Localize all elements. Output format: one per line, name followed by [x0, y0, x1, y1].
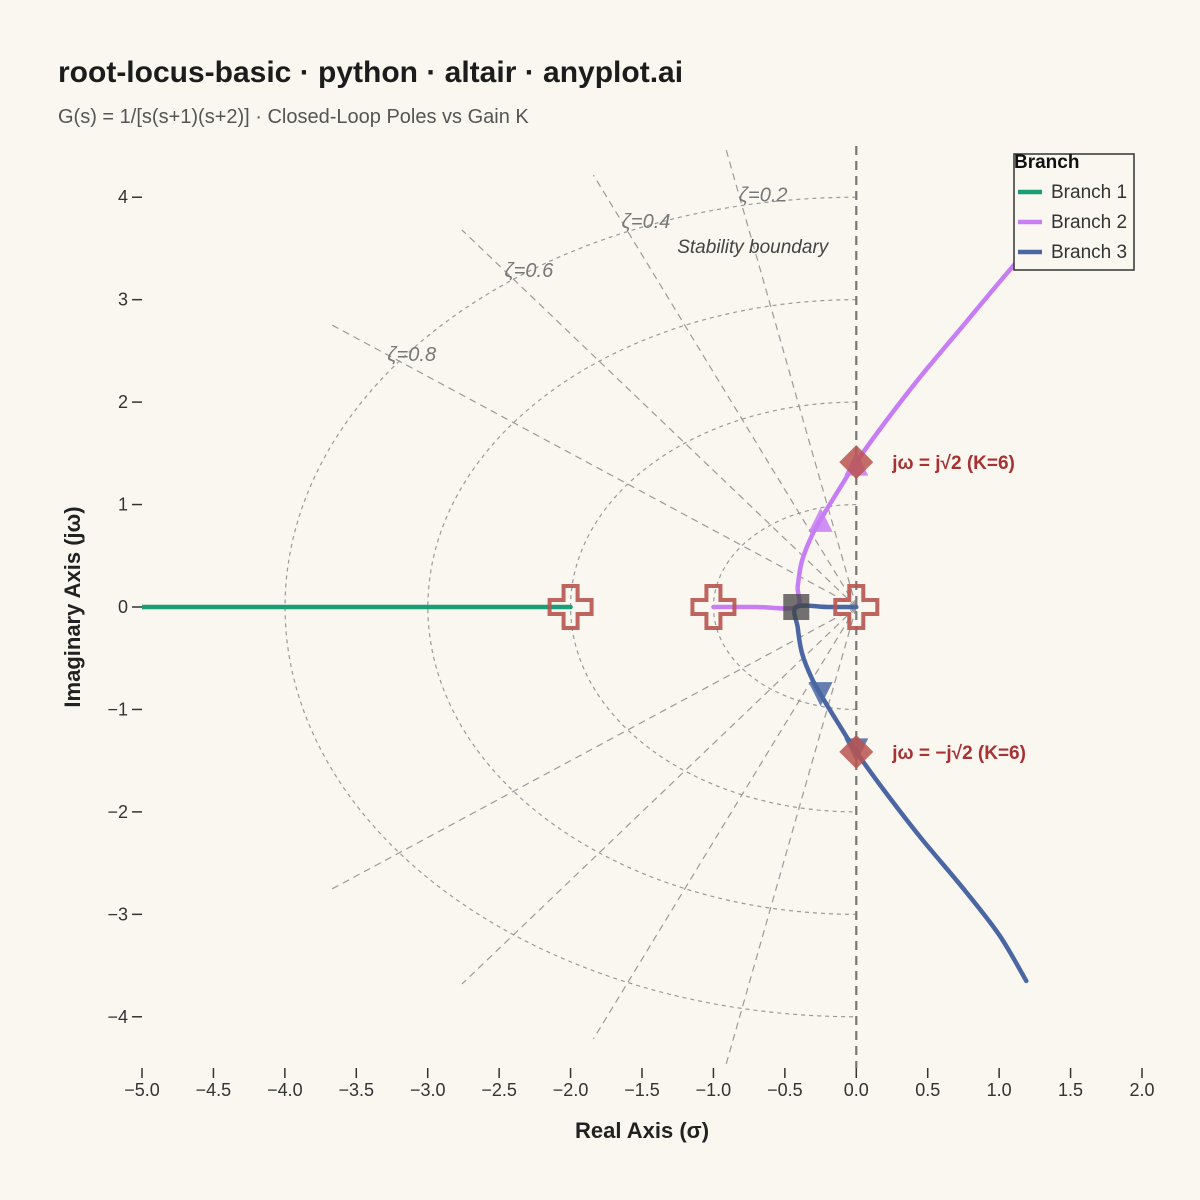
y-tick-label: 3 — [118, 290, 128, 310]
x-tick-label: −2.0 — [553, 1080, 589, 1100]
x-tick-label: −2.5 — [481, 1080, 517, 1100]
crossing-label: jω = j√2 (K=6) — [891, 453, 1015, 474]
x-tick-label: −0.5 — [767, 1080, 803, 1100]
y-tick-label: 4 — [118, 187, 128, 207]
x-tick-label: −4.0 — [267, 1080, 303, 1100]
boundary-layer: Stability boundary — [677, 146, 858, 1068]
y-tick-label: 2 — [118, 392, 128, 412]
damping-label: ζ=0.6 — [504, 260, 554, 282]
legend-title: Branch — [1014, 152, 1079, 173]
crossing-marker — [839, 734, 874, 769]
x-tick-label: −3.5 — [339, 1080, 375, 1100]
legend-label-2: Branch 2 — [1051, 212, 1127, 233]
wn-circle-3 — [427, 299, 857, 915]
damping-label: ζ=0.4 — [622, 211, 671, 233]
damping-line-0.6-upper — [461, 229, 857, 608]
chart-subtitle: G(s) = 1/[s(s+1)(s+2)] · Closed-Loop Pol… — [58, 106, 529, 128]
y-tick-label: −2 — [107, 802, 128, 822]
x-tick-label: 0.5 — [915, 1080, 940, 1100]
x-tick-label: 0.0 — [844, 1080, 869, 1100]
axes-layer: −5.0 −4.5 −4.0 −3.5 −3.0 −2.5 −2.0 −1.5 −1.0 −0.5… — [60, 187, 1155, 1143]
y-tick-label: −3 — [107, 904, 128, 924]
crossing-label: jω = −j√2 (K=6) — [891, 743, 1026, 764]
x-tick-label: −3.0 — [410, 1080, 446, 1100]
x-tick-label: −5.0 — [124, 1080, 160, 1100]
direction-marker — [808, 507, 833, 532]
y-tick-label: 0 — [118, 597, 128, 617]
wn-circle-4 — [284, 196, 857, 1018]
damping-line-0.6-lower — [461, 606, 857, 985]
x-tick-label: −1.0 — [696, 1080, 732, 1100]
damping-label: ζ=0.8 — [387, 344, 436, 366]
branch-3-line — [792, 603, 1029, 984]
x-tick-label: 2.0 — [1129, 1080, 1154, 1100]
marker-layer: jω = j√2 (K=6) jω = −j√2 (K=6) — [547, 445, 1026, 769]
open-loop-pole-marker — [833, 584, 880, 630]
open-loop-pole-marker — [547, 584, 594, 630]
y-tick-label: −1 — [107, 699, 128, 719]
x-tick-label: −1.5 — [624, 1080, 660, 1100]
y-axis-label: Imaginary Axis (jω) — [60, 506, 85, 707]
legend-label-3: Branch 3 — [1051, 242, 1127, 263]
stability-boundary-label: Stability boundary — [677, 237, 830, 258]
y-tick-label: 1 — [118, 495, 128, 515]
y-tick-label: −4 — [107, 1007, 128, 1027]
x-axis-label: Real Axis (σ) — [575, 1118, 709, 1143]
legend: Branch Branch 1 Branch 2 Branch 3 — [1013, 152, 1135, 271]
legend-label-1: Branch 1 — [1051, 182, 1127, 203]
x-tick-label: 1.5 — [1058, 1080, 1083, 1100]
damping-line-0.8-lower — [330, 606, 857, 891]
open-loop-pole-marker — [690, 584, 737, 630]
direction-marker — [808, 682, 833, 707]
damping-line-0.2-upper — [724, 146, 857, 608]
x-tick-label: −4.5 — [196, 1080, 232, 1100]
damping-line-0.2-lower — [724, 606, 857, 1068]
branch-2-line — [711, 217, 1056, 611]
crossing-marker — [839, 445, 874, 480]
damping-line-0.4-lower — [592, 606, 857, 1040]
branch-layer — [142, 217, 1056, 984]
damping-line-0.8-upper — [330, 323, 857, 608]
damping-label: ζ=0.2 — [739, 184, 788, 206]
breakaway-point-marker — [783, 594, 810, 620]
x-tick-label: 1.0 — [987, 1080, 1012, 1100]
chart-title: root-locus-basic · python · altair · any… — [58, 56, 684, 89]
